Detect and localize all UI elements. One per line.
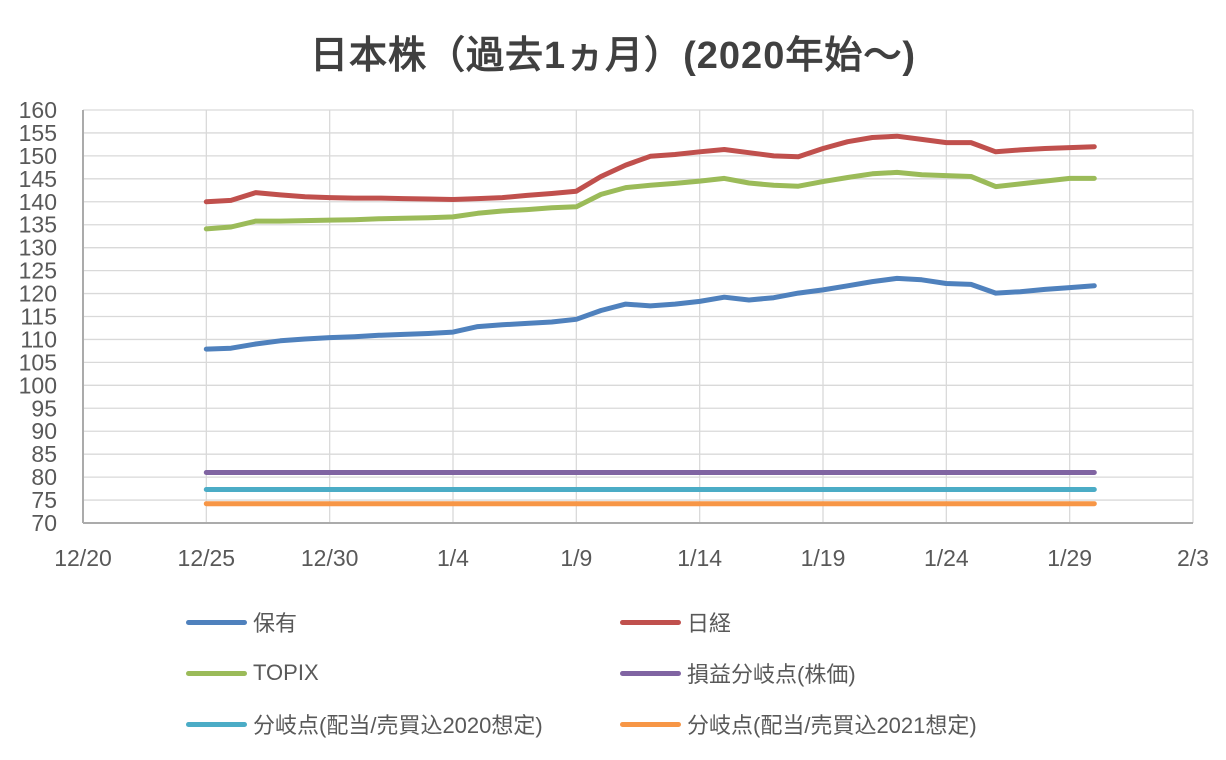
y-tick-label: 95 <box>31 395 57 421</box>
y-axis-tick-labels: 7075808590951001051101151201251301351401… <box>19 97 57 536</box>
y-tick-label: 155 <box>19 120 57 146</box>
y-tick-label: 110 <box>20 326 57 352</box>
chart-title: 日本株（過去1ヵ月）(2020年始〜) <box>310 35 916 77</box>
x-tick-label: 12/20 <box>54 545 112 571</box>
y-tick-label: 100 <box>19 372 57 398</box>
y-tick-label: 120 <box>19 281 57 307</box>
y-tick-label: 145 <box>19 166 57 192</box>
y-tick-label: 115 <box>20 304 57 330</box>
x-tick-label: 1/24 <box>924 545 969 571</box>
x-axis-tick-labels: 12/20 12/25 12/30 1/4 1/9 1/14 1/19 1/24 1/29 2/3 <box>54 545 1209 571</box>
y-tick-label: 75 <box>31 487 57 513</box>
y-tick-label: 160 <box>19 97 57 123</box>
x-tick-label: 1/14 <box>677 545 722 571</box>
series-line-holdings <box>203 275 1097 352</box>
series-line-topix <box>203 169 1097 232</box>
y-tick-label: 105 <box>19 349 57 375</box>
y-tick-label: 130 <box>19 235 57 261</box>
x-tick-label: 2/3 <box>1177 545 1209 571</box>
y-tick-label: 125 <box>19 258 57 284</box>
y-tick-label: 70 <box>31 510 57 536</box>
series-line-nikkei <box>203 133 1097 205</box>
x-tick-label: 12/30 <box>301 545 359 571</box>
x-tick-label: 1/9 <box>560 545 592 571</box>
x-tick-label: 1/29 <box>1047 545 1092 571</box>
y-tick-label: 140 <box>19 189 57 215</box>
x-tick-label: 12/25 <box>178 545 236 571</box>
y-tick-label: 80 <box>31 464 57 490</box>
y-tick-label: 90 <box>31 418 57 444</box>
x-tick-label: 1/4 <box>437 545 469 571</box>
y-tick-label: 85 <box>31 441 57 467</box>
x-tick-label: 1/19 <box>801 545 846 571</box>
h-gridlines <box>83 109 1193 524</box>
y-tick-label: 135 <box>19 212 57 238</box>
y-tick-label: 150 <box>19 143 57 169</box>
